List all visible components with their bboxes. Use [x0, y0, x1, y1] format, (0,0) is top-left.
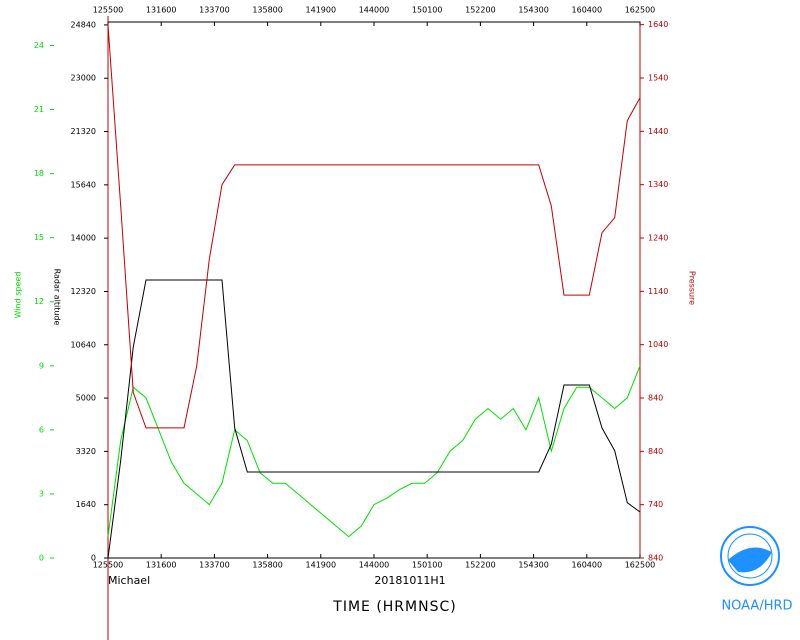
x-tick-label-top: 133700 [199, 6, 230, 15]
storm-name: Michael [108, 574, 150, 587]
noaa-logo [720, 526, 780, 586]
x-tick-label: 162500 [625, 561, 656, 570]
y2ticks-label: 0 [91, 554, 96, 563]
y3ticks-label: 1340 [648, 180, 668, 189]
x-tick-label-top: 135800 [252, 6, 283, 15]
yticks-label: 0 [39, 554, 44, 563]
x-tick-label-top: 141900 [306, 6, 337, 15]
y2ticks-label: 24840 [71, 20, 96, 29]
altitude-axis-title: Radar altitude [53, 269, 62, 326]
yticks-label: 21 [34, 105, 44, 114]
agency-label: NOAA/HRD [721, 599, 792, 614]
y2ticks-label: 14000 [71, 234, 96, 243]
x-tick-label-top: 150100 [412, 6, 443, 15]
x-tick-label: 154300 [518, 561, 549, 570]
yticks-label: 9 [39, 361, 44, 370]
y2ticks-label: 12320 [71, 287, 96, 296]
y3ticks-label: 840 [648, 394, 663, 403]
y3ticks-label: 740 [648, 500, 663, 509]
yticks-label: 3 [39, 489, 44, 498]
y3ticks-label: 1440 [648, 127, 668, 136]
y3ticks-label: 1640 [648, 20, 668, 29]
x-tick-label: 131600 [146, 561, 177, 570]
x-axis-title: TIME (HRMNSC) [332, 599, 456, 615]
x-tick-label-top: 162500 [625, 6, 656, 15]
yticks-label: 12 [34, 297, 44, 306]
y3ticks-label: 840 [648, 447, 663, 456]
x-tick-label: 135800 [252, 561, 283, 570]
y3ticks-label: 1140 [648, 287, 668, 296]
x-tick-label-top: 125500 [93, 6, 124, 15]
y3ticks-label: 1540 [648, 74, 668, 83]
series-line [107, 24, 641, 429]
x-tick-label: 152200 [465, 561, 496, 570]
x-tick-label-top: 160400 [572, 6, 603, 15]
y2ticks-label: 15640 [71, 180, 96, 189]
yticks-label: 15 [34, 233, 44, 242]
x-tick-label-top: 152200 [465, 6, 496, 15]
y2ticks-label: 21320 [71, 127, 96, 136]
wind-axis-title: Wind speed [14, 272, 23, 319]
y3ticks-label: 1240 [648, 234, 668, 243]
yticks-label: 6 [39, 425, 44, 434]
plot-frame [107, 21, 641, 559]
x-tick-label-top: 131600 [146, 6, 177, 15]
x-tick-label: 150100 [412, 561, 443, 570]
flight-id: 20181011H1 [374, 574, 445, 587]
x-tick-label: 160400 [572, 561, 603, 570]
y3ticks-label: 840 [648, 554, 663, 563]
series-line [107, 365, 641, 538]
y2ticks-label: 1640 [76, 500, 96, 509]
y2ticks-label: 23000 [71, 74, 96, 83]
x-tick-label-top: 144000 [359, 6, 390, 15]
y2ticks-label: 10640 [71, 340, 96, 349]
yticks-label: 24 [34, 41, 44, 50]
x-tick-label-top: 154300 [518, 6, 549, 15]
y2ticks-label: 3320 [76, 447, 96, 456]
y2ticks-label: 5000 [76, 394, 96, 403]
x-tick-label: 133700 [199, 561, 230, 570]
x-tick-label: 144000 [359, 561, 390, 570]
x-tick-label: 141900 [306, 561, 337, 570]
yticks-label: 18 [34, 169, 44, 178]
y3ticks-label: 1040 [648, 340, 668, 349]
x-tick-label: 125500 [93, 561, 124, 570]
series-line [107, 279, 641, 559]
pressure-axis-title: Pressure [688, 271, 697, 305]
